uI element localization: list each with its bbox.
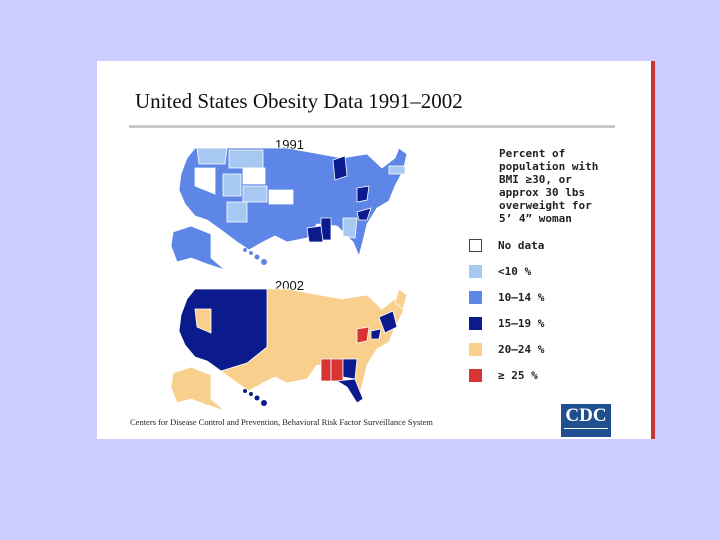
legend-item-no-data: No data [469,239,544,252]
state-al-2002 [330,358,344,382]
state-ga-1991 [342,217,358,239]
legend-swatch [469,317,482,330]
legend-label: 10–14 % [498,291,545,304]
state-mt-1991 [228,149,264,169]
state-ms-2002 [320,358,332,382]
legend-item-15-19: 15–19 % [469,317,544,330]
legend-swatch [469,291,482,304]
slide: United States Obesity Data 1991–2002 199… [97,61,655,439]
state-ks-1991 [268,189,294,205]
legend-swatch [469,265,482,278]
legend-item-25-plus: ≥ 25 % [469,369,538,382]
legend-label: No data [498,239,545,252]
legend-swatch [469,343,482,356]
state-wv-1991 [356,185,370,203]
cdc-logo: CDC [561,404,611,437]
state-nv-1991 [194,167,216,195]
cdc-logo-text: CDC [565,405,607,426]
state-la-1991 [306,225,324,243]
us-map-1991 [170,147,408,271]
state-wy-1991 [242,167,266,185]
legend-swatch [469,239,482,252]
legend-label: ≥ 25 % [498,369,538,382]
alaska-1991 [170,225,226,271]
state-co-1991 [242,185,268,203]
state-nm-1991 [226,201,248,223]
legend-label: 20–24 % [498,343,545,356]
state-md-2002 [370,328,382,340]
legend-swatch [469,369,482,382]
hawaii-2002 [243,389,267,406]
us-map-2002 [170,288,408,412]
legend-item-20-24: 20–24 % [469,343,544,356]
legend-description: Percent of population with BMI ≥30, or a… [499,147,599,225]
state-ma-1991 [388,165,406,175]
legend-item-under-10: <10 % [469,265,531,278]
state-fl-2002 [335,378,364,404]
legend-label: <10 % [498,265,532,278]
state-ga-2002 [342,358,358,380]
hawaii-1991 [243,248,267,265]
legend-label: 15–19 % [498,317,545,330]
state-wa-1991 [196,147,228,165]
state-ut-1991 [222,173,242,197]
alaska-2002 [170,366,226,412]
legend-item-10-14: 10–14 % [469,291,544,304]
state-wv-2002 [356,326,370,344]
cdc-logo-bar [564,428,608,435]
slide-title: United States Obesity Data 1991–2002 [135,89,463,113]
state-nv-2002 [194,308,212,334]
state-ne-region-2002 [378,310,398,334]
title-divider [129,125,615,128]
state-sc-1991 [356,207,372,221]
state-mi-1991 [332,155,348,181]
source-credit: Centers for Disease Control and Preventi… [130,417,433,427]
state-me-2002 [394,288,408,310]
